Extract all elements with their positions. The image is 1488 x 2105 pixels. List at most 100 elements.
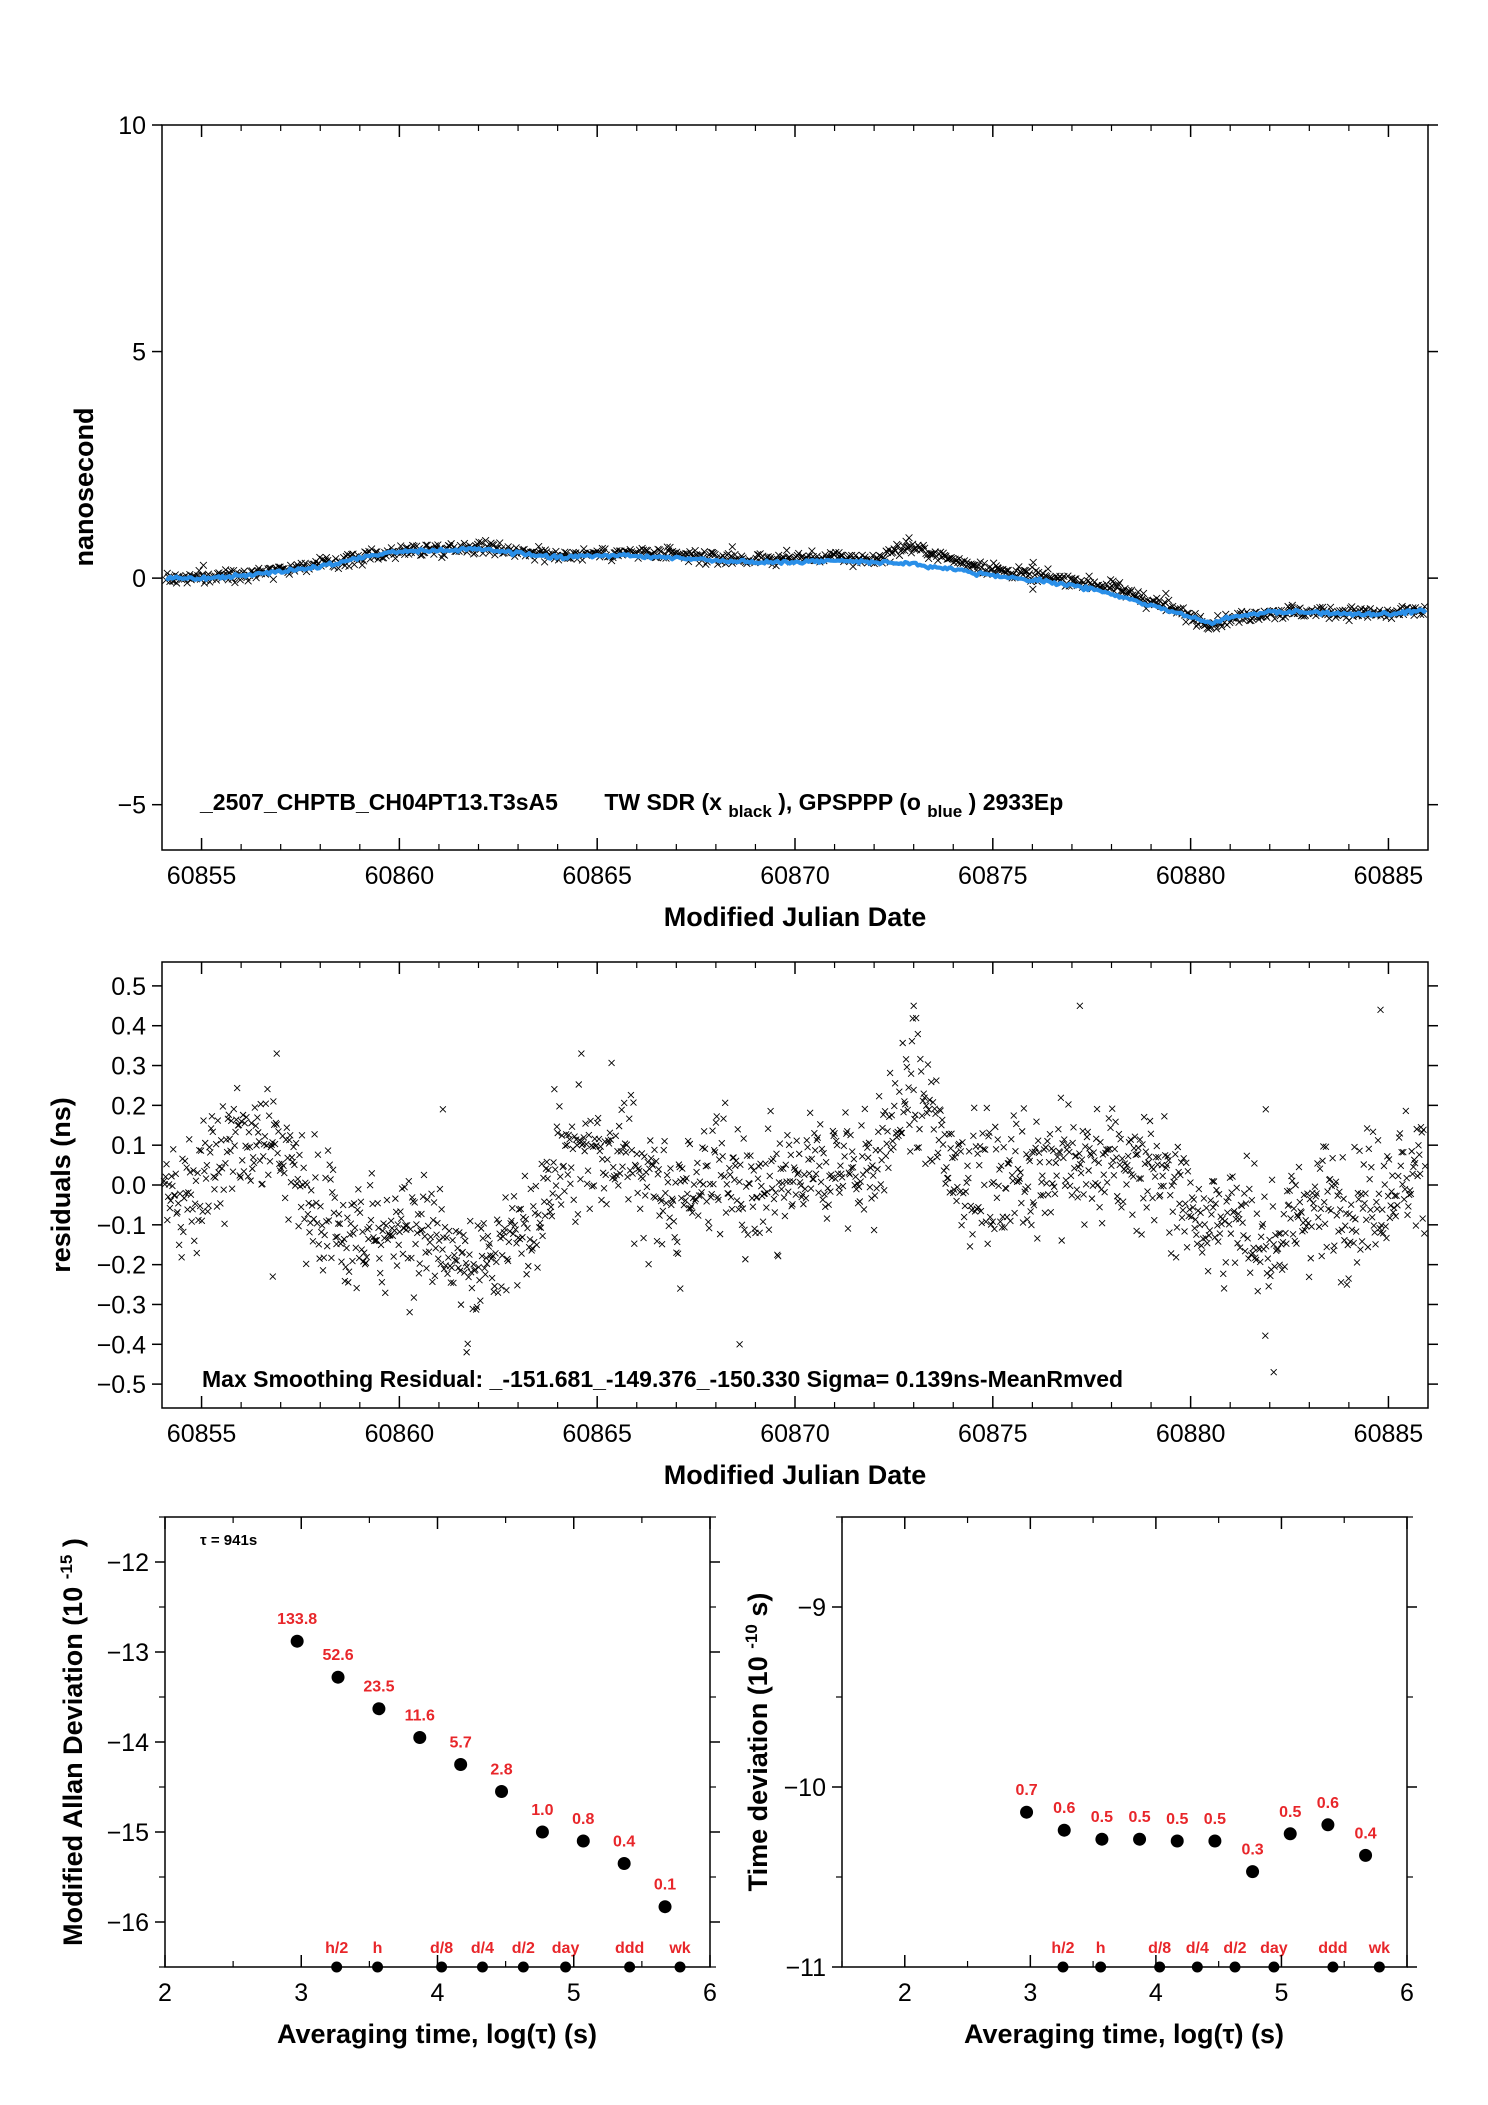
phase-point-black — [1064, 572, 1072, 580]
residual-point — [1219, 1270, 1227, 1278]
residual-point — [849, 1164, 857, 1171]
residual-point — [1341, 1222, 1349, 1230]
residual-point — [1329, 1154, 1336, 1162]
residual-point — [653, 1237, 661, 1245]
residual-point — [1377, 1006, 1384, 1014]
residual-point — [779, 1179, 786, 1187]
residual-point — [583, 1140, 590, 1148]
residual-point — [490, 1288, 498, 1296]
residual-point — [903, 1063, 911, 1071]
residual-point — [1032, 1144, 1039, 1152]
residual-point — [694, 1159, 701, 1167]
residual-point — [317, 1203, 324, 1210]
phase-point-black — [1015, 563, 1023, 571]
residual-point — [963, 1179, 970, 1186]
residual-point — [303, 1181, 311, 1189]
residual-point — [944, 1174, 952, 1182]
deviation-value-label: 0.8 — [572, 1811, 594, 1828]
interval-marker-label: wk — [668, 1940, 690, 1957]
residual-point — [1007, 1217, 1014, 1225]
residual-point — [778, 1185, 785, 1193]
residual-point — [1283, 1240, 1290, 1247]
residual-point — [643, 1183, 651, 1191]
residual-point — [917, 1068, 925, 1075]
residual-point — [1210, 1178, 1218, 1185]
residual-point — [1013, 1178, 1021, 1186]
residual-point — [412, 1240, 419, 1248]
interval-marker-label: day — [1260, 1940, 1288, 1957]
residual-point — [1321, 1220, 1329, 1228]
residual-point — [970, 1104, 978, 1112]
phase-point-black — [905, 534, 913, 542]
residual-point — [233, 1116, 240, 1123]
residual-point — [759, 1218, 767, 1225]
residual-point — [166, 1204, 174, 1212]
residual-point — [1290, 1205, 1298, 1212]
phase-point-black — [727, 552, 736, 560]
deviation-point — [1170, 1834, 1184, 1848]
residual-point — [524, 1224, 531, 1232]
residual-point — [486, 1240, 493, 1247]
y-tick-label: −10 — [784, 1774, 826, 1802]
residual-point — [659, 1207, 667, 1215]
tdev-y-axis-label-main: Time deviation (10 — [743, 1656, 773, 1891]
residual-point — [1397, 1162, 1405, 1170]
residual-point — [1230, 1207, 1238, 1215]
residual-point — [357, 1198, 365, 1206]
residual-point — [593, 1142, 600, 1149]
residual-point — [1289, 1230, 1297, 1238]
residual-point — [1203, 1204, 1210, 1212]
phase-point-black — [753, 550, 762, 559]
residual-point — [800, 1200, 807, 1208]
residual-point — [327, 1176, 334, 1183]
residual-point — [501, 1225, 509, 1232]
residual-point — [785, 1141, 793, 1149]
residual-point — [460, 1231, 467, 1239]
residual-point — [1233, 1184, 1241, 1192]
residual-point — [1394, 1172, 1402, 1180]
deviation-point — [1133, 1832, 1147, 1846]
residual-point — [1258, 1223, 1266, 1230]
residual-point — [1193, 1231, 1200, 1238]
mdev-tick-layer: 2 3 4 5 6 −12 −13 −14 −15 −16 — [107, 1516, 720, 2007]
residual-point — [473, 1303, 481, 1311]
residual-point — [716, 1230, 724, 1238]
residual-point — [1308, 1223, 1315, 1230]
phase-point-black — [971, 561, 979, 569]
residual-point — [252, 1122, 260, 1130]
residual-point — [1070, 1124, 1077, 1131]
residual-point — [227, 1117, 235, 1125]
residual-point — [926, 1096, 933, 1104]
residual-point — [578, 1050, 585, 1057]
deviation-point — [1283, 1827, 1297, 1841]
residual-point — [1221, 1217, 1229, 1225]
residual-point — [624, 1173, 631, 1181]
residual-point — [222, 1159, 229, 1167]
residual-point — [1379, 1230, 1387, 1237]
phase-point-black — [1288, 601, 1297, 610]
residual-point — [1179, 1206, 1187, 1214]
residual-point — [1285, 1201, 1293, 1209]
residual-point — [488, 1274, 496, 1282]
residual-point — [986, 1213, 994, 1221]
residual-point — [1129, 1211, 1136, 1218]
residual-point — [840, 1142, 848, 1150]
residual-point — [1146, 1117, 1154, 1125]
residual-point — [861, 1105, 869, 1113]
residual-point — [1419, 1215, 1426, 1222]
residual-point — [708, 1190, 716, 1198]
residual-point — [352, 1244, 360, 1252]
residual-point — [255, 1138, 263, 1145]
residual-point — [1161, 1112, 1168, 1120]
residual-point — [676, 1285, 684, 1292]
residual-point — [662, 1189, 669, 1197]
residual-point — [1023, 1216, 1031, 1223]
residual-point — [547, 1203, 555, 1211]
residual-point — [397, 1215, 405, 1223]
phase-point-black — [1012, 566, 1020, 575]
deviation-value-label: 0.3 — [1241, 1842, 1263, 1859]
residual-point — [856, 1198, 864, 1205]
residual-point — [1169, 1208, 1177, 1216]
residual-point — [312, 1174, 319, 1181]
